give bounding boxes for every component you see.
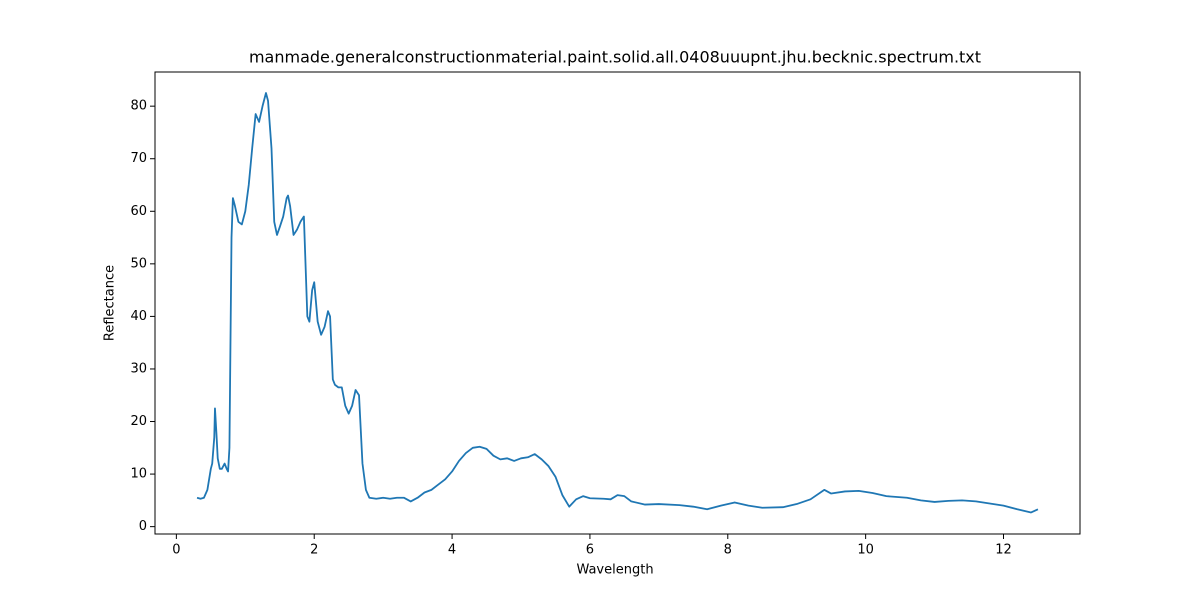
- y-tick-label: 30: [130, 361, 147, 376]
- y-tick-label: 60: [130, 204, 147, 219]
- y-tick-label: 0: [139, 519, 147, 534]
- y-tick-label: 10: [130, 467, 147, 482]
- x-tick-label: 12: [995, 543, 1012, 558]
- data-line: [196, 92, 1039, 514]
- y-axis-label: Reflectance: [103, 265, 118, 341]
- y-tick-label: 50: [130, 256, 147, 271]
- x-tick-label: 8: [724, 543, 732, 558]
- y-tick-label: 80: [130, 99, 147, 114]
- x-axis-label: Wavelength: [576, 563, 653, 578]
- chart-title: manmade.generalconstructionmaterial.pain…: [249, 48, 981, 67]
- x-tick-label: 2: [310, 543, 318, 558]
- plot-frame: [154, 71, 1081, 535]
- y-tick-label: 40: [130, 309, 147, 324]
- x-tick-label: 10: [857, 543, 874, 558]
- x-tick-label: 6: [586, 543, 594, 558]
- y-tick-label: 70: [130, 151, 147, 166]
- x-tick-label: 4: [448, 543, 456, 558]
- x-tick-label: 0: [172, 543, 180, 558]
- y-tick-label: 20: [130, 414, 147, 429]
